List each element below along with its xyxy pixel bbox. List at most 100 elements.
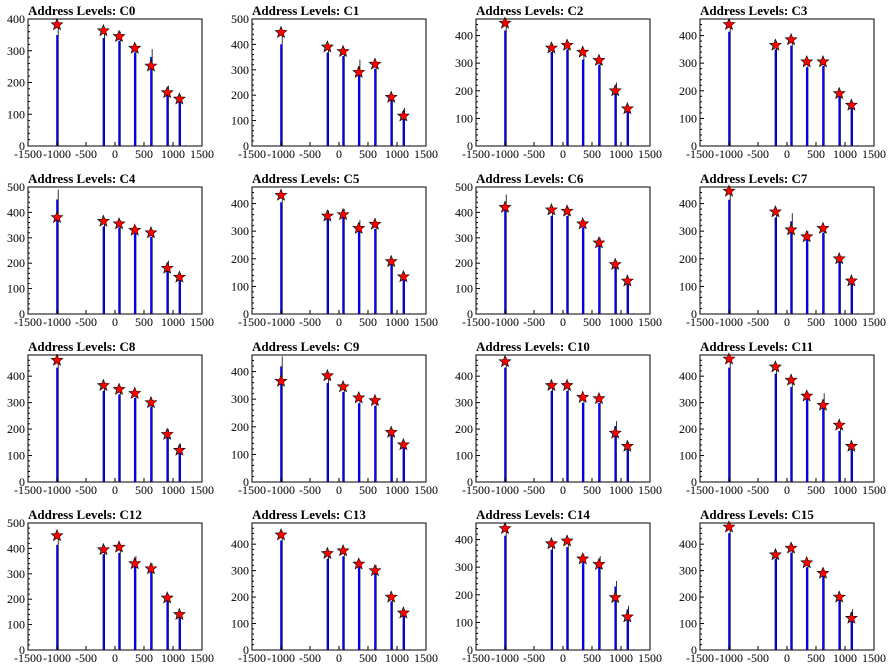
- star-marker: [800, 54, 814, 68]
- y-tick-label: 300: [679, 56, 697, 70]
- y-tick-label: 400: [231, 37, 249, 51]
- x-tick-label: 1000: [833, 147, 857, 161]
- star-marker: [112, 382, 126, 395]
- y-tick-label: 200: [455, 256, 473, 270]
- spike-bar: [550, 390, 553, 482]
- x-tick-label: -1000: [267, 147, 295, 161]
- spike-bar: [626, 109, 629, 146]
- y-tick-label: 300: [455, 560, 473, 574]
- spike-bar: [838, 430, 841, 482]
- y-tick-label: 0: [19, 307, 25, 321]
- x-tick-label: 1500: [414, 483, 438, 497]
- star-marker: [498, 354, 512, 368]
- star-marker: [576, 552, 590, 565]
- x-tick-label: -500: [299, 315, 321, 329]
- y-tick-label: 200: [231, 420, 249, 434]
- spike-bar: [150, 236, 152, 314]
- x-tick-label: -500: [75, 483, 97, 497]
- spike-bar: [390, 99, 393, 146]
- y-tick-label: 200: [231, 88, 249, 102]
- spike-bar: [402, 110, 405, 146]
- y-tick-label: 0: [243, 643, 249, 657]
- spike-bar: [504, 204, 506, 314]
- star-marker: [384, 425, 398, 438]
- y-tick-label: 100: [455, 615, 473, 629]
- chart-panel: Address Levels: C5 0 100 200 300 400 -1500 -100…: [231, 171, 438, 329]
- y-tick-label: 100: [231, 279, 249, 293]
- spike-bar: [166, 598, 169, 650]
- x-tick-label: -1500: [686, 483, 714, 497]
- y-tick-label: 500: [7, 516, 25, 530]
- spike-bar: [166, 433, 169, 482]
- chart-panel: Address Levels: C13 0 100 200 300 400 -1500 -10…: [231, 507, 438, 665]
- spike-bar: [774, 558, 777, 650]
- y-tick-label: 100: [231, 114, 249, 128]
- spike-bar: [342, 56, 345, 146]
- star-marker: [800, 555, 814, 569]
- chart-title: Address Levels: C9: [252, 339, 360, 354]
- spike-bar: [774, 373, 777, 482]
- y-tick-label: 100: [679, 279, 697, 293]
- chart-title: Address Levels: C0: [28, 3, 135, 18]
- star-marker: [384, 90, 398, 103]
- x-tick-label: -1500: [14, 147, 42, 161]
- spike-bar: [374, 405, 376, 482]
- x-tick-label: 500: [807, 315, 825, 329]
- x-tick-label: 1000: [609, 315, 633, 329]
- star-marker: [396, 437, 410, 451]
- star-marker: [620, 439, 634, 452]
- y-tick-label: 0: [467, 139, 473, 153]
- y-tick-label: 400: [455, 29, 473, 43]
- y-tick-label: 100: [7, 618, 25, 632]
- x-tick-label: -1500: [686, 651, 714, 665]
- spike-bar: [626, 281, 629, 314]
- star-marker: [50, 210, 64, 223]
- spike-bar: [402, 615, 405, 650]
- spike-bar: [133, 563, 136, 650]
- plot-frame: [251, 18, 427, 147]
- star-marker: [368, 217, 382, 230]
- y-tick-label: 200: [7, 422, 25, 436]
- star-marker: [560, 534, 574, 547]
- y-tick-label: 300: [455, 396, 473, 410]
- star-marker: [560, 204, 574, 217]
- x-tick-label: 1000: [161, 147, 185, 161]
- x-tick-label: -1500: [686, 315, 714, 329]
- x-tick-label: -500: [299, 147, 321, 161]
- plot-frame: [699, 186, 875, 315]
- spike-bar: [133, 398, 136, 482]
- y-tick-label: 0: [691, 643, 697, 657]
- y-tick-label: 400: [455, 205, 473, 219]
- star-marker: [498, 16, 512, 29]
- x-tick-label: 500: [359, 483, 377, 497]
- plot-frame: [475, 354, 651, 483]
- y-tick-label: 500: [7, 180, 25, 194]
- x-tick-label: 1500: [190, 315, 214, 329]
- x-tick-label: 1500: [414, 651, 438, 665]
- plot-frame: [251, 522, 427, 651]
- star-marker: [368, 393, 382, 407]
- x-tick-label: -1500: [462, 651, 490, 665]
- x-tick-label: 0: [112, 147, 118, 161]
- plot-frame: [251, 354, 427, 483]
- chart-panel: Address Levels: C7 0 100 200 300 400 -1500 -100…: [679, 171, 886, 329]
- spike-bar: [790, 45, 793, 146]
- star-marker: [160, 427, 174, 440]
- plot-frame: [27, 18, 203, 147]
- spike-bar: [550, 549, 553, 650]
- star-marker: [320, 40, 334, 53]
- spike-bar: [838, 598, 841, 650]
- x-tick-label: 1500: [638, 147, 662, 161]
- x-tick-label: -1500: [462, 147, 490, 161]
- chart-title: Address Levels: C12: [28, 507, 142, 522]
- x-tick-label: 1500: [190, 483, 214, 497]
- y-tick-label: 400: [231, 537, 249, 551]
- x-tick-label: 500: [807, 483, 825, 497]
- spike-bar: [374, 572, 376, 650]
- star-marker: [576, 217, 590, 230]
- x-tick-label: -1500: [14, 651, 42, 665]
- chart-panel: Address Levels: C9 0 100 200 300 400 -1500 -100…: [231, 339, 438, 497]
- x-tick-label: 0: [560, 483, 566, 497]
- star-marker: [608, 590, 622, 604]
